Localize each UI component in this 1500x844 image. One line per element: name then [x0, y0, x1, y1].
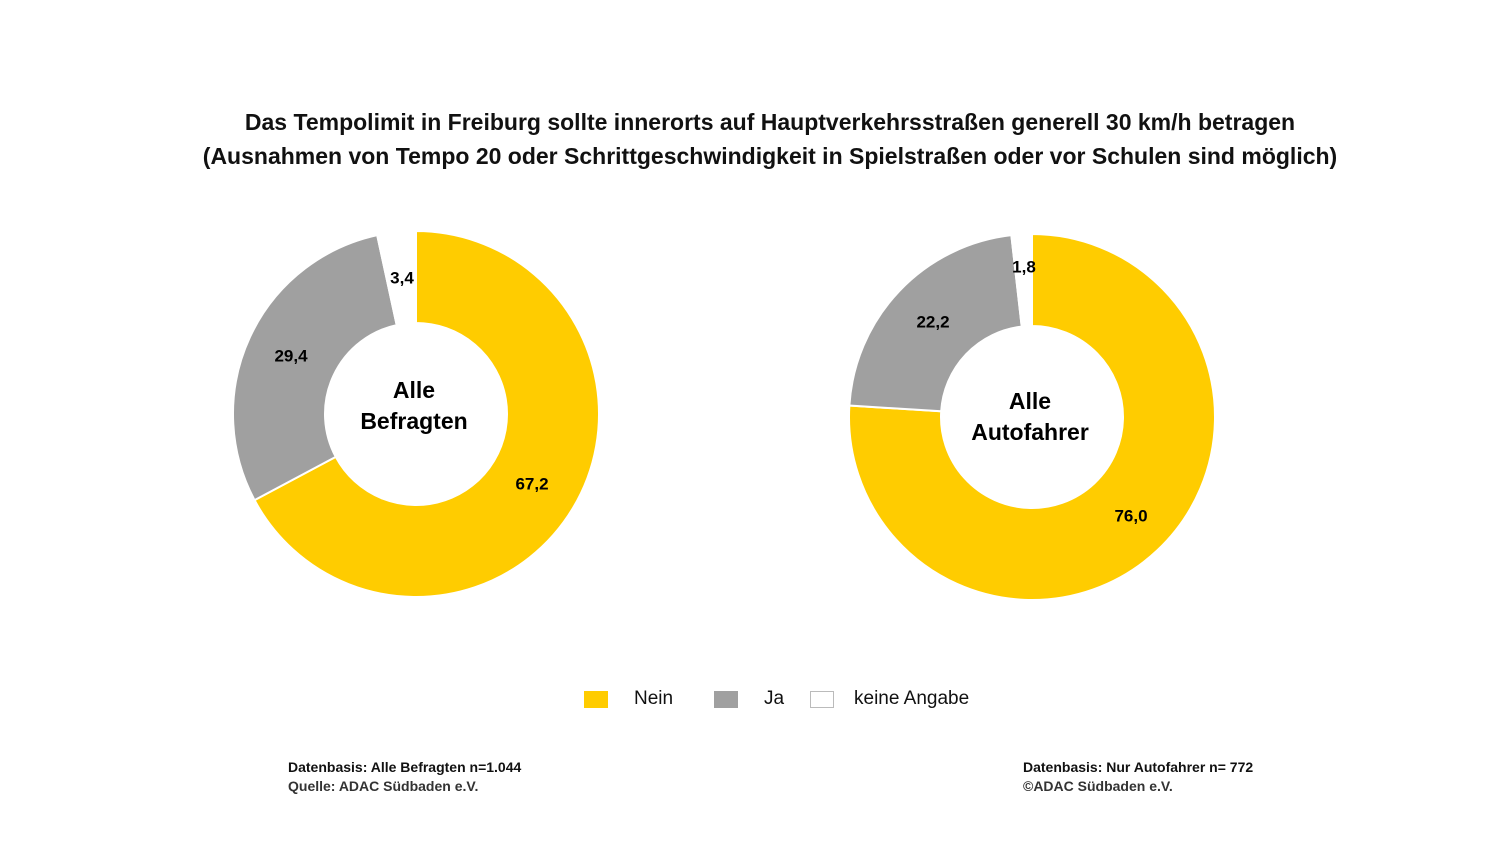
center-label-alle-befragten-1: Alle [393, 377, 435, 403]
legend-label-keine-angabe: keine Angabe [854, 688, 970, 709]
footer-right-datenbasis: Datenbasis: Nur Autofahrer n= 772 [1023, 759, 1254, 775]
center-label-alle-befragten-2: Befragten [360, 408, 467, 434]
slice-label-ja-alle-befragten: 29,4 [274, 346, 308, 365]
slice-keine-angabe-alle-autofahrer [1010, 232, 1033, 328]
slice-ja-alle-autofahrer [848, 234, 1023, 413]
chart-title-line1: Das Tempolimit in Freiburg sollte innero… [244, 109, 1296, 135]
slice-nein-alle-autofahrer [848, 232, 1216, 601]
slice-label-keine-angabe-alle-autofahrer: 1,8 [1012, 257, 1036, 276]
slice-label-nein-alle-autofahrer: 76,0 [1114, 506, 1147, 525]
slice-nein-alle-befragten [253, 229, 600, 598]
legend-swatch-ja [714, 690, 738, 708]
donut-chart-alle-befragten: 67,2 29,4 3,4 Alle Befragten [232, 229, 600, 598]
chart-title: Das Tempolimit in Freiburg sollte innero… [0, 105, 1500, 173]
chart-title-line2: (Ausnahmen von Tempo 20 oder Schrittgesc… [202, 143, 1338, 169]
slice-label-nein-alle-befragten: 67,2 [515, 474, 548, 493]
legend-item-ja: Ja [714, 688, 784, 710]
legend-label-nein: Nein [634, 688, 674, 709]
footer-left: Datenbasis: Alle Befragten n=1.044 Quell… [288, 758, 521, 796]
legend: Nein Ja keine Angabe [0, 688, 1500, 718]
footer-right: Datenbasis: Nur Autofahrer n= 772 ©ADAC … [1023, 758, 1253, 796]
legend-item-nein: Nein [584, 688, 673, 710]
legend-swatch-keine-angabe [810, 690, 834, 708]
donut-chart-alle-autofahrer: 76,0 22,2 1,8 Alle Autofahrer [848, 232, 1216, 601]
footer-left-datenbasis: Datenbasis: Alle Befragten n=1.044 [288, 759, 522, 775]
slice-label-ja-alle-autofahrer: 22,2 [916, 312, 949, 331]
slice-label-keine-angabe-alle-befragten: 3,4 [390, 268, 414, 287]
legend-item-keine-angabe: keine Angabe [810, 688, 969, 710]
slice-keine-angabe-alle-befragten [376, 229, 417, 327]
footer-right-copyright: ©ADAC Südbaden e.V. [1023, 778, 1173, 794]
legend-swatch-nein [584, 690, 608, 708]
center-label-alle-autofahrer-2: Autofahrer [971, 419, 1089, 445]
slice-ja-alle-befragten [232, 233, 398, 502]
footer-left-quelle: Quelle: ADAC Südbaden e.V. [288, 778, 479, 794]
center-label-alle-autofahrer-1: Alle [1009, 388, 1051, 414]
legend-label-ja: Ja [764, 688, 785, 709]
